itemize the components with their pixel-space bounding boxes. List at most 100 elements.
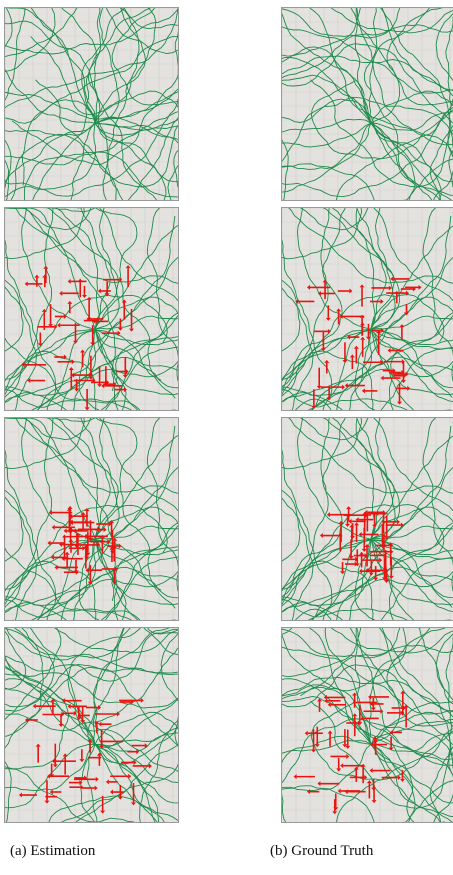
arrow-head [337, 533, 343, 537]
road [80, 744, 96, 822]
arrow-head [71, 359, 75, 365]
arrow-head [366, 780, 372, 784]
road [46, 208, 119, 330]
road [147, 628, 178, 635]
road [111, 8, 178, 106]
arrow-head [344, 383, 348, 389]
arrow-head [51, 758, 55, 764]
arrow-head [43, 265, 49, 269]
arrow-head [359, 551, 365, 555]
arrow-head [62, 753, 68, 757]
arrow-head [319, 533, 323, 539]
road [370, 539, 453, 606]
road [300, 208, 369, 231]
road [282, 388, 408, 410]
arrow-head [353, 345, 359, 349]
road [14, 418, 178, 494]
map-panel [281, 7, 453, 201]
road [370, 122, 452, 200]
road [105, 346, 178, 410]
road [370, 418, 396, 540]
arrow-head [342, 744, 348, 748]
road [356, 8, 453, 155]
arrow-head [81, 295, 87, 299]
arrow-head [84, 533, 88, 539]
road [418, 628, 453, 705]
road [370, 329, 453, 396]
arrow-head [101, 383, 105, 389]
arrow-head [405, 371, 409, 377]
road [370, 732, 453, 753]
arrow-head [92, 377, 96, 383]
arrow-head [94, 785, 98, 791]
arrow-head [68, 538, 74, 542]
road [282, 328, 371, 397]
road [370, 539, 415, 620]
road [370, 328, 453, 389]
arrow-head [388, 542, 394, 546]
arrow-head [349, 288, 353, 294]
arrow-head [293, 774, 297, 780]
arrow-head [99, 738, 103, 744]
road [370, 122, 453, 196]
road [11, 59, 178, 166]
road [5, 418, 54, 592]
arrow-head [128, 773, 132, 779]
arrow-head [48, 324, 54, 328]
road [332, 208, 376, 330]
road [282, 287, 314, 410]
road [94, 328, 178, 346]
arrow-head [116, 711, 120, 717]
road [370, 296, 453, 330]
arrow-head [84, 507, 90, 511]
arrow-head [350, 535, 356, 539]
road [5, 667, 70, 770]
arrow-head [340, 763, 344, 769]
arrow-head [96, 752, 102, 756]
arrow-head [73, 710, 77, 716]
road [5, 328, 96, 398]
arrow-head [400, 522, 404, 528]
arrow-head [109, 546, 115, 550]
map-panel [4, 417, 179, 621]
arrow-head [88, 376, 94, 380]
road [5, 8, 26, 101]
arrow-head [105, 779, 109, 785]
road [21, 208, 96, 330]
arrow-head [148, 763, 152, 769]
arrow-head [64, 551, 70, 555]
arrow-head [364, 509, 368, 515]
arrow-head [104, 293, 110, 297]
road [310, 566, 453, 620]
road [35, 79, 178, 188]
road [288, 208, 453, 284]
arrow-head [379, 545, 385, 549]
road [322, 208, 395, 330]
road [94, 122, 178, 183]
arrow-head [360, 763, 366, 767]
road [5, 68, 96, 124]
road [5, 628, 178, 682]
arrow-head [54, 324, 58, 330]
arrow-head [332, 811, 338, 815]
arrow-head [364, 774, 368, 780]
road [5, 631, 26, 690]
road [5, 240, 57, 410]
arrow-head [133, 759, 137, 765]
road [5, 547, 141, 620]
road [331, 628, 453, 654]
road [5, 8, 13, 48]
road [5, 388, 132, 410]
arrow-head [121, 299, 127, 303]
road [13, 329, 176, 410]
road [5, 208, 85, 260]
road [5, 328, 96, 380]
road [5, 598, 132, 620]
road [78, 425, 176, 620]
arrow-head [68, 366, 74, 370]
road [56, 208, 100, 330]
map-panel [4, 627, 179, 823]
road [282, 122, 372, 148]
arrow-head [109, 519, 115, 523]
arrow-head [49, 774, 55, 778]
